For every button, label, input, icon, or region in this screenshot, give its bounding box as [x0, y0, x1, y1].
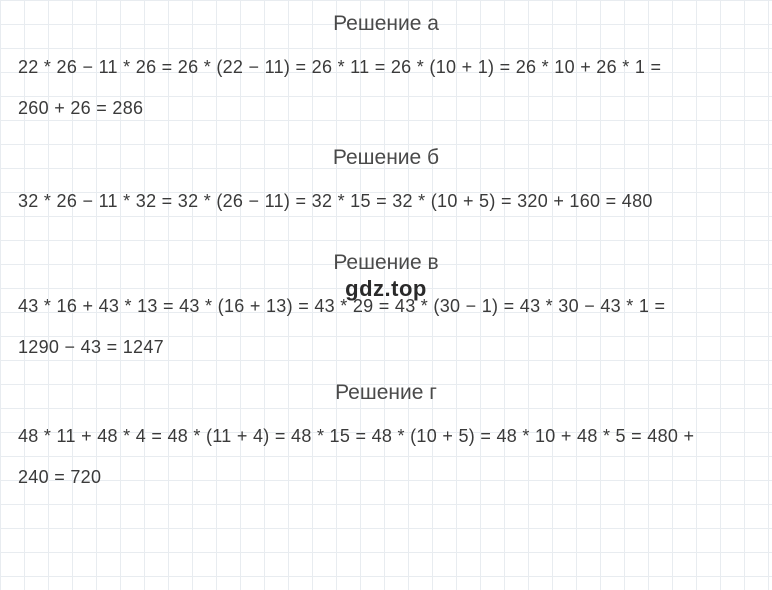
- equation-line: 1290 − 43 = 1247: [18, 334, 754, 361]
- section-v-equation: 43 * 16 + 43 * 13 = 43 * (16 + 13) = 43 …: [18, 293, 754, 361]
- section-g-equation: 48 * 11 + 48 * 4 = 48 * (11 + 4) = 48 * …: [18, 423, 754, 491]
- section-a-title: Решение а: [18, 12, 754, 36]
- watermark-text: gdz.top: [345, 276, 427, 302]
- equation-line: 48 * 11 + 48 * 4 = 48 * (11 + 4) = 48 * …: [18, 423, 754, 450]
- content-container: Решение а 22 * 26 − 11 * 26 = 26 * (22 −…: [0, 0, 772, 521]
- section-a-equation: 22 * 26 − 11 * 26 = 26 * (22 − 11) = 26 …: [18, 54, 754, 122]
- section-g-title: Решение г: [18, 381, 754, 405]
- equation-line: 22 * 26 − 11 * 26 = 26 * (22 − 11) = 26 …: [18, 54, 754, 81]
- equation-line: 240 = 720: [18, 464, 754, 491]
- section-b-equation: 32 * 26 − 11 * 32 = 32 * (26 − 11) = 32 …: [18, 188, 754, 215]
- equation-line: 260 + 26 = 286: [18, 95, 754, 122]
- section-v-title: Решение в: [18, 251, 754, 275]
- equation-line: 32 * 26 − 11 * 32 = 32 * (26 − 11) = 32 …: [18, 188, 754, 215]
- section-b-title: Решение б: [18, 146, 754, 170]
